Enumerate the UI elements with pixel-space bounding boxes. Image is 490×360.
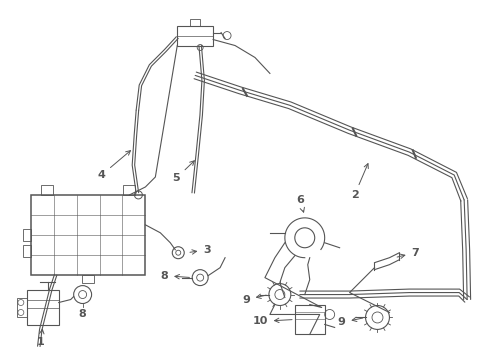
Text: 6: 6: [296, 195, 304, 212]
Text: 9: 9: [338, 317, 363, 328]
Bar: [123, 185, 135, 195]
Text: 1: 1: [37, 329, 45, 347]
Bar: [23, 229, 31, 241]
Text: 10: 10: [252, 316, 292, 327]
Bar: [177, 26, 213, 45]
Text: 3: 3: [190, 245, 211, 255]
Text: 4: 4: [98, 150, 130, 180]
Text: 9: 9: [242, 294, 266, 305]
Bar: [27, 289, 59, 325]
Bar: [23, 245, 31, 257]
Text: 5: 5: [172, 161, 195, 183]
Bar: [295, 305, 325, 334]
Text: 2: 2: [351, 164, 368, 200]
Bar: [17, 298, 27, 318]
Bar: [190, 19, 200, 26]
Text: 8: 8: [161, 271, 190, 281]
Bar: [41, 185, 53, 195]
Bar: [82, 275, 94, 283]
Text: 8: 8: [79, 310, 87, 319]
Text: 7: 7: [397, 248, 419, 258]
Bar: [31, 195, 146, 275]
